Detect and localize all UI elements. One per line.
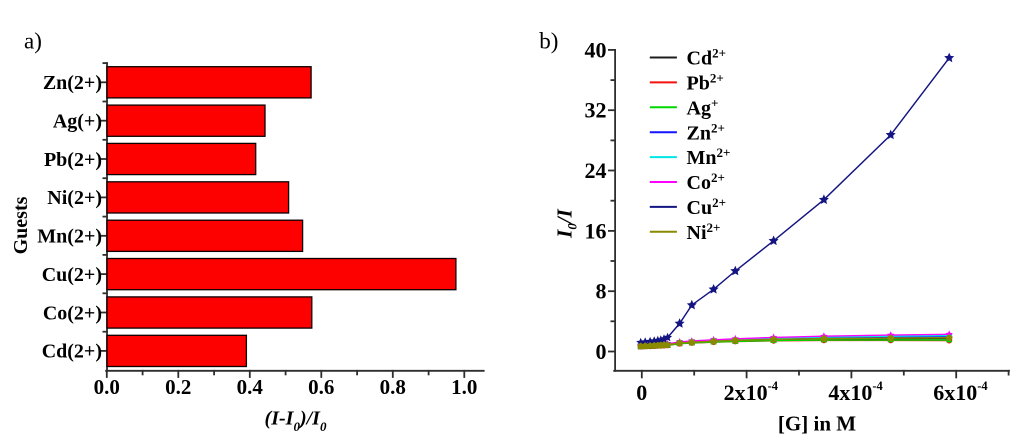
svg-text:24: 24: [585, 158, 607, 183]
svg-text:Zn(2+): Zn(2+): [43, 72, 102, 94]
svg-text:32: 32: [585, 98, 607, 123]
svg-text:0.2: 0.2: [165, 375, 191, 399]
svg-text:Cd(2+): Cd(2+): [42, 341, 102, 363]
svg-text:I0/I: I0/I: [553, 208, 580, 239]
svg-text:0: 0: [636, 380, 647, 405]
svg-text:Guests: Guests: [10, 196, 32, 254]
svg-text:b): b): [539, 28, 558, 53]
svg-text:0.6: 0.6: [308, 375, 334, 399]
svg-text:Ag(+): Ag(+): [53, 111, 102, 133]
svg-text:0.4: 0.4: [237, 375, 264, 399]
svg-text:0.8: 0.8: [380, 375, 406, 399]
svg-text:Mn(2+): Mn(2+): [37, 226, 102, 248]
svg-text:Ni(2+): Ni(2+): [47, 187, 102, 209]
svg-text:Cu(2+): Cu(2+): [42, 264, 102, 286]
svg-text:8: 8: [596, 279, 607, 304]
svg-text:a): a): [24, 28, 42, 53]
svg-text:1.0: 1.0: [451, 375, 477, 399]
svg-text:Cu2+: Cu2+: [687, 195, 727, 219]
svg-text:Pb(2+): Pb(2+): [44, 149, 102, 171]
svg-text:0: 0: [596, 339, 607, 364]
svg-text:Pb2+: Pb2+: [687, 71, 724, 95]
svg-text:16: 16: [585, 218, 607, 243]
svg-text:[G] in M: [G] in M: [778, 412, 856, 436]
svg-text:0.0: 0.0: [94, 375, 120, 399]
svg-text:40: 40: [585, 37, 607, 62]
svg-text:Co(2+): Co(2+): [43, 302, 102, 324]
